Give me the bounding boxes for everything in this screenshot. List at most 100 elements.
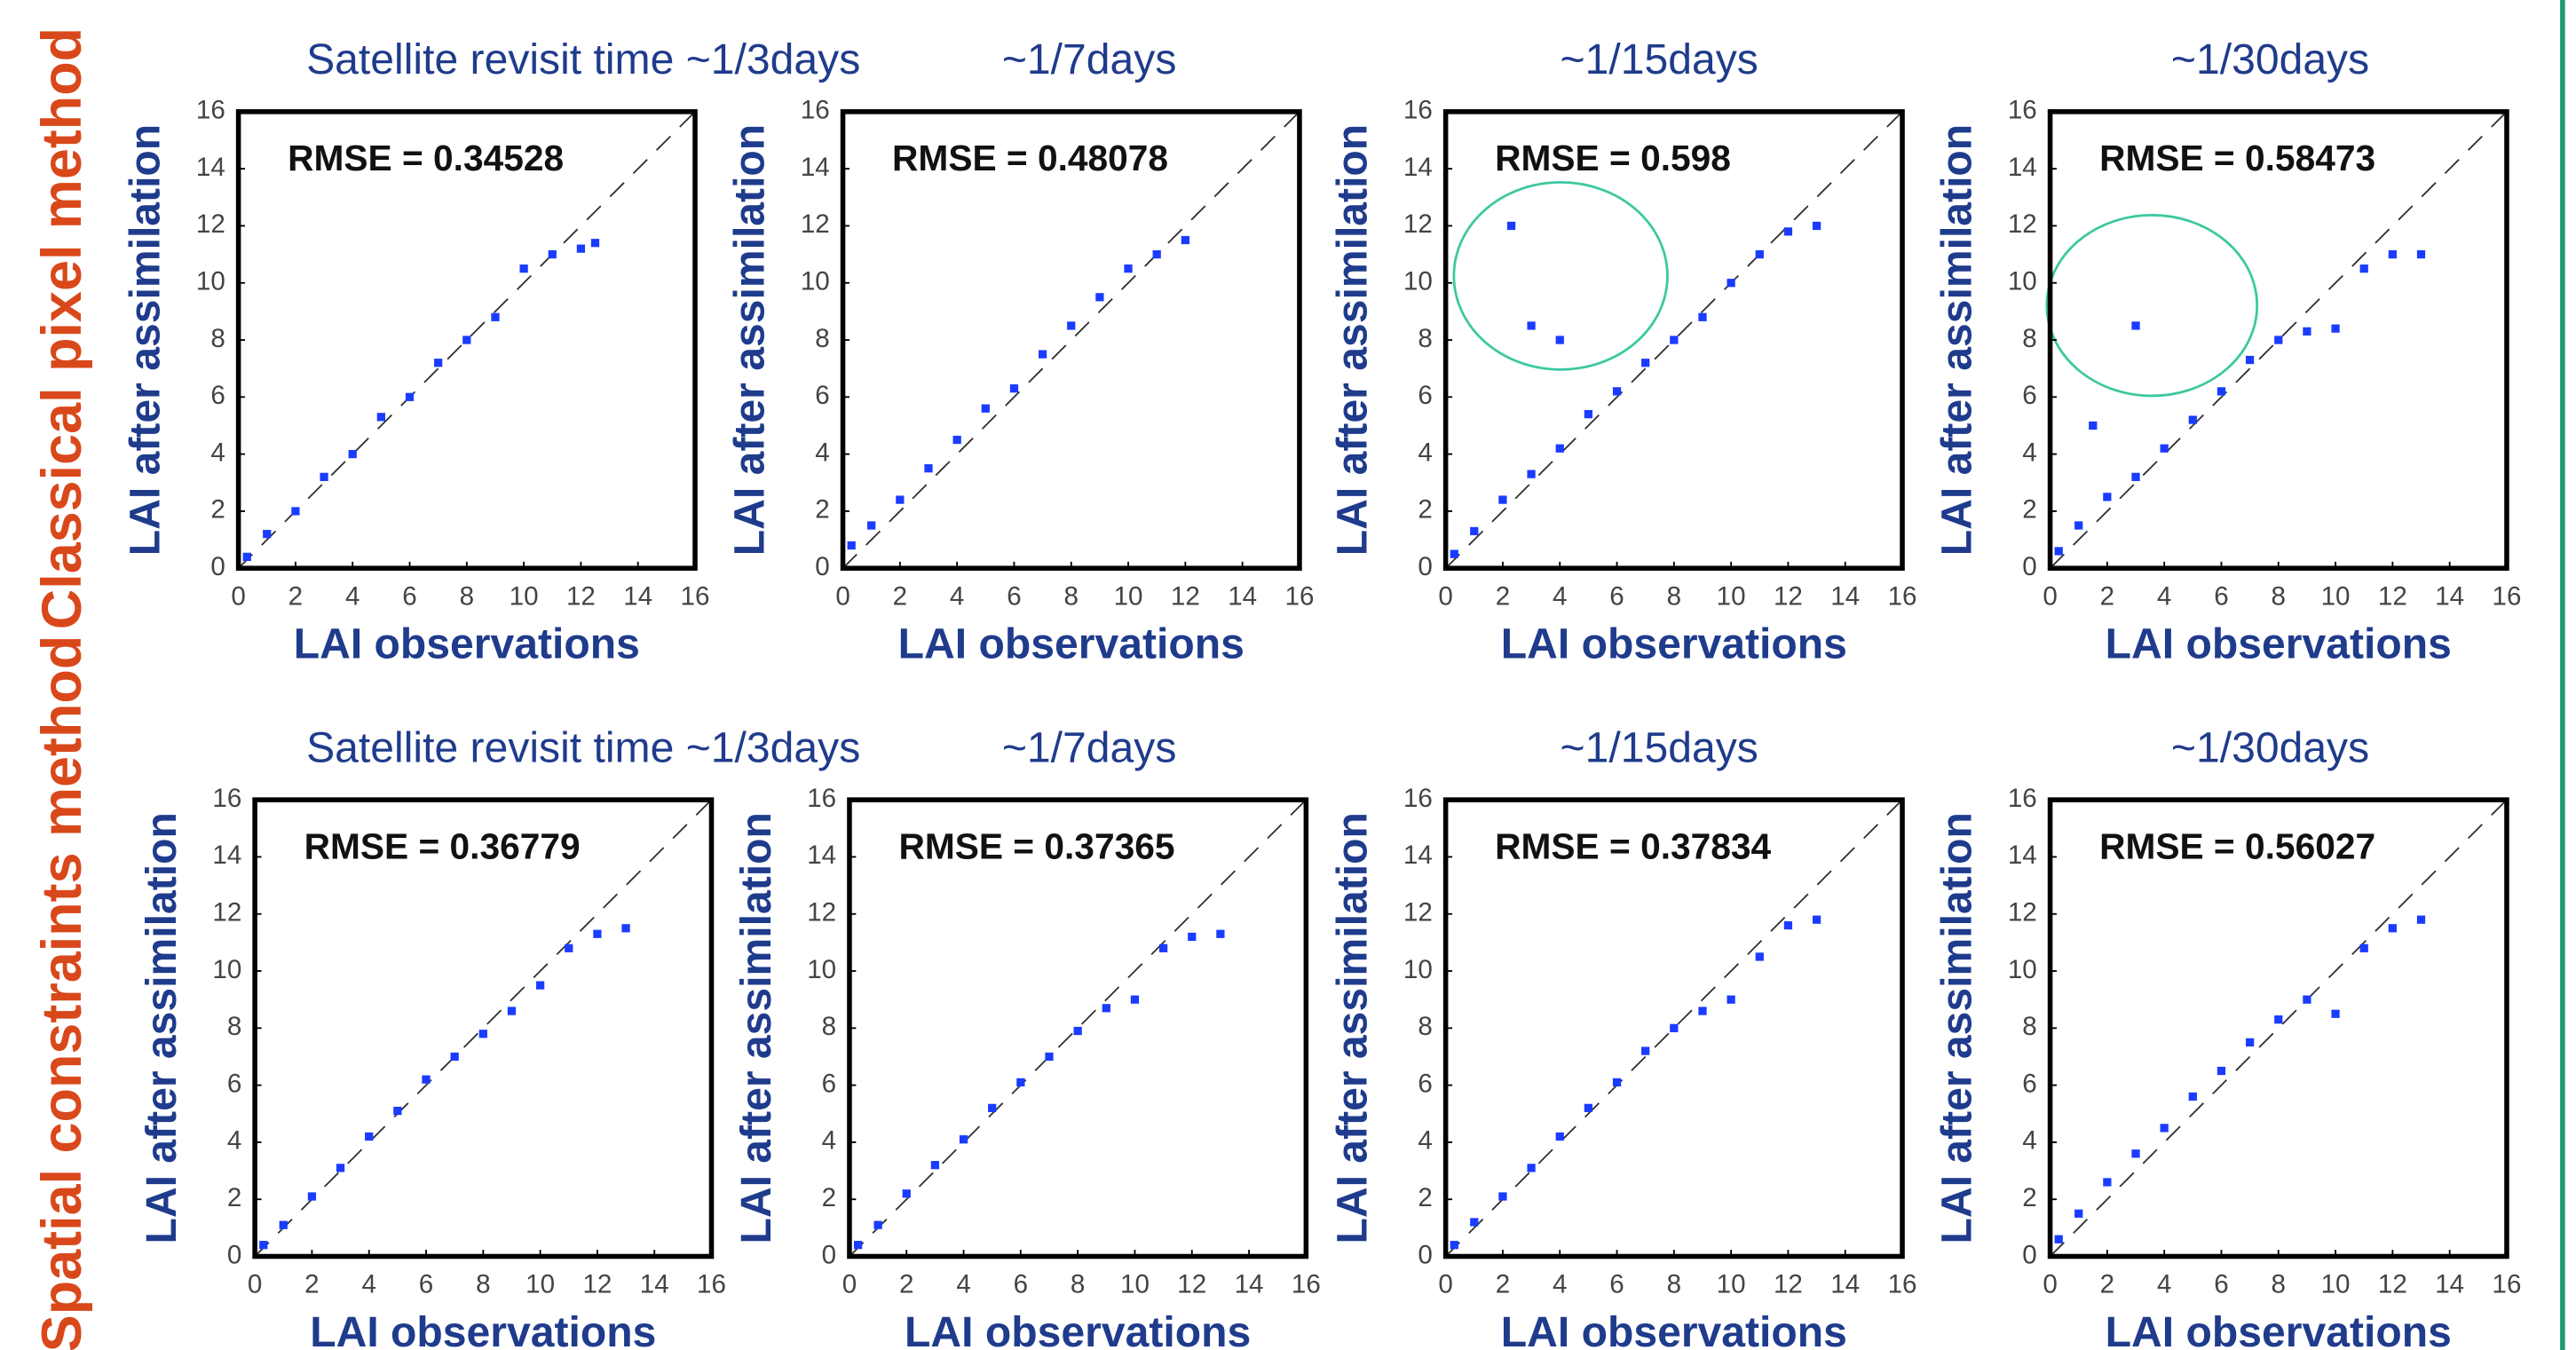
x-tick-label: 6 [419, 1270, 433, 1299]
y-tick-label: 2 [2022, 495, 2036, 525]
point [1095, 293, 1104, 302]
x-tick-label: 16 [1888, 1270, 1917, 1299]
point [393, 1106, 402, 1116]
x-tick-label: 0 [842, 1270, 857, 1299]
point [1812, 221, 1821, 231]
point [1045, 1052, 1054, 1062]
point [1612, 1078, 1622, 1087]
x-tick-label: 10 [1717, 1270, 1746, 1299]
x-tick-label: 0 [1438, 1270, 1452, 1299]
x-tick-label: 4 [1553, 1270, 1567, 1299]
point [1612, 387, 1622, 396]
y-axis-label: LAI after assimilation [1933, 124, 1981, 556]
y-tick-label: 2 [1418, 495, 1432, 525]
y-tick-label: 6 [2022, 381, 2036, 410]
point [2160, 1124, 2169, 1133]
x-tick-label: 6 [2214, 581, 2228, 611]
point [930, 1161, 940, 1170]
row-label: Spatial constraints method [31, 636, 93, 1350]
point [565, 943, 573, 952]
y-tick-label: 0 [822, 1240, 836, 1269]
y-tick-label: 16 [212, 784, 241, 813]
x-axis-label: LAI observations [294, 620, 640, 668]
y-tick-label: 4 [1418, 1126, 1432, 1156]
point [1698, 1007, 1707, 1015]
y-tick-label: 14 [2008, 841, 2037, 870]
y-tick-label: 16 [2008, 784, 2037, 813]
x-tick-label: 2 [2100, 1270, 2114, 1299]
x-tick-label: 14 [623, 581, 652, 611]
y-tick-label: 16 [801, 96, 830, 125]
point [924, 464, 933, 473]
x-tick-label: 16 [681, 581, 710, 611]
point [847, 541, 856, 550]
y-tick-label: 2 [1418, 1183, 1432, 1212]
chart-title: ~1/15days [1561, 36, 1758, 83]
point [2216, 1066, 2226, 1076]
x-tick-label: 8 [1667, 1270, 1681, 1299]
point [434, 359, 443, 367]
x-tick-label: 14 [1228, 581, 1257, 611]
y-tick-label: 16 [2008, 96, 2037, 125]
point [1124, 264, 1133, 273]
y-tick-label: 12 [2008, 898, 2037, 928]
point [519, 264, 528, 273]
y-axis-label: LAI after assimilation [138, 812, 186, 1243]
outlier-circle [2045, 214, 2259, 398]
y-tick-label: 4 [2022, 438, 2036, 467]
point [593, 929, 602, 938]
x-tick-label: 4 [1553, 581, 1567, 611]
x-tick-label: 10 [1717, 581, 1746, 611]
y-tick-label: 6 [1418, 1069, 1432, 1098]
x-tick-label: 8 [2272, 1270, 2286, 1299]
plot-frame [2047, 109, 2509, 572]
row-label: Classical pixel method [31, 28, 93, 629]
point [2388, 249, 2397, 259]
y-tick-label: 10 [1403, 267, 1433, 296]
y-tick-label: 12 [212, 898, 241, 928]
point [1527, 470, 1536, 478]
x-axis-label: LAI observations [905, 1308, 1251, 1350]
point [1783, 227, 1793, 236]
plot-frame [2047, 797, 2509, 1259]
point [1670, 336, 1679, 344]
y-tick-label: 8 [822, 1012, 836, 1041]
annotation: RMSE = 0.37365 [898, 825, 1174, 866]
x-tick-label: 8 [2272, 581, 2286, 611]
point [279, 1220, 288, 1229]
point [376, 413, 385, 422]
annotation: RMSE = 0.36779 [304, 825, 581, 866]
x-tick-label: 16 [2493, 581, 2522, 611]
point [2188, 415, 2197, 424]
x-tick-label: 8 [1667, 581, 1681, 611]
point [1498, 1192, 1507, 1201]
point [867, 521, 876, 530]
point [478, 1030, 487, 1038]
point [365, 1132, 374, 1141]
point [2131, 321, 2140, 330]
y-tick-label: 12 [801, 209, 830, 239]
point [1152, 249, 1161, 259]
x-tick-label: 8 [1071, 1270, 1085, 1299]
annotation: RMSE = 0.56027 [2099, 825, 2375, 866]
chart-title: ~1/7days [1002, 36, 1177, 83]
point [491, 312, 500, 321]
y-tick-label: 16 [1403, 784, 1433, 813]
point [896, 495, 905, 504]
point [2188, 1092, 2197, 1101]
x-tick-label: 0 [231, 581, 245, 611]
point [1470, 1218, 1479, 1227]
y-axis-label: LAI after assimilation [1329, 124, 1377, 556]
y-tick-label: 16 [807, 784, 836, 813]
point [902, 1189, 911, 1198]
y-tick-label: 10 [2008, 267, 2037, 296]
point [2359, 264, 2368, 273]
point [1641, 1046, 1650, 1055]
y-tick-label: 2 [815, 495, 829, 525]
plot-frame [252, 797, 715, 1259]
y-tick-label: 16 [196, 96, 225, 125]
plot-frame [1442, 109, 1905, 572]
x-tick-label: 4 [950, 581, 964, 611]
y-tick-label: 0 [2022, 552, 2036, 581]
point [1102, 1004, 1110, 1013]
